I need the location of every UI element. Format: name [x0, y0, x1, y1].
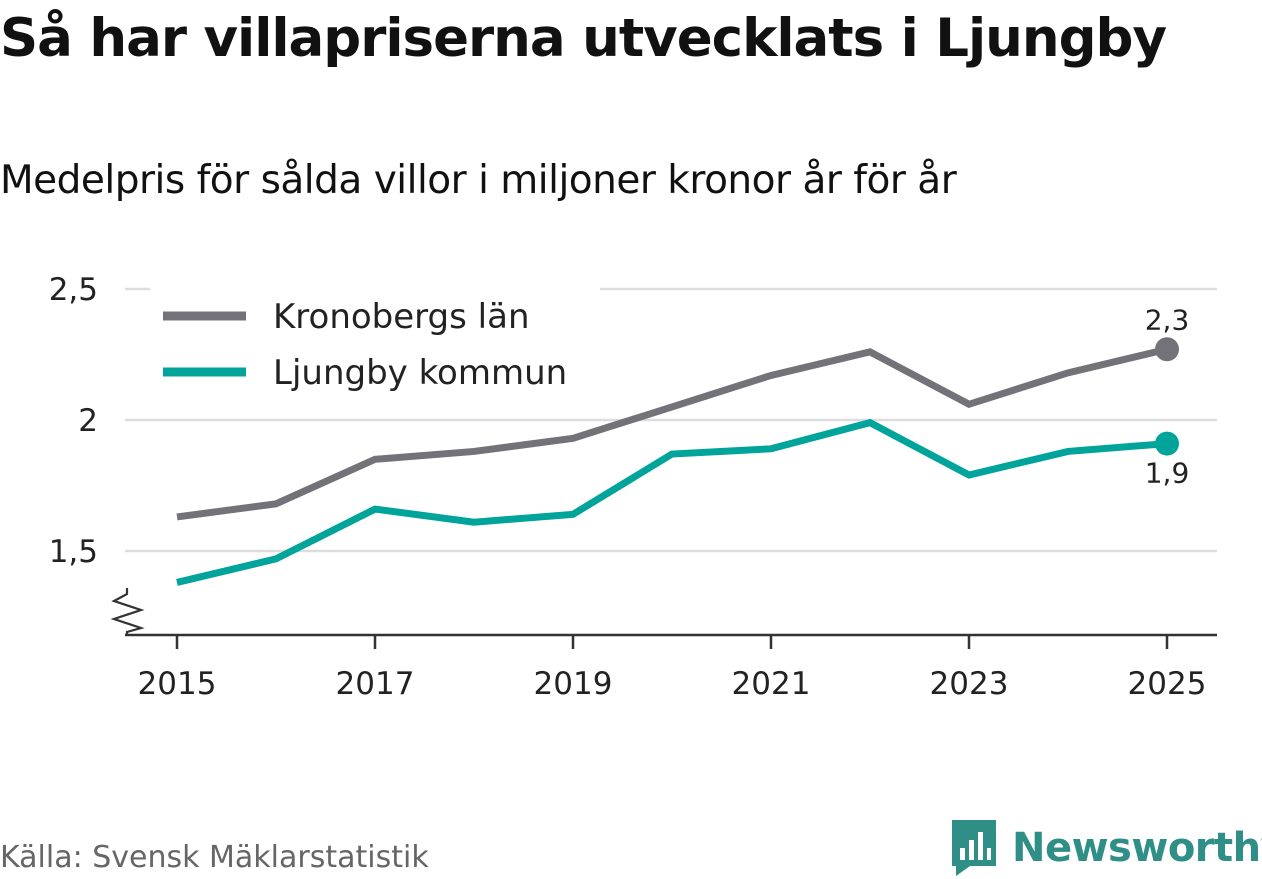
series-line-ljungby	[176, 418, 1168, 586]
newsworthy-logo-icon	[952, 820, 996, 876]
series-end-label-ljungby: 1,9	[1145, 457, 1190, 490]
brand-name: Newsworthy	[1012, 825, 1262, 871]
x-tick-label: 2023	[930, 666, 1009, 702]
series-line-kronoberg	[176, 345, 1168, 521]
chart-title: Så har villapriserna utvecklats i Ljungb…	[0, 8, 1167, 69]
legend-label-ljungby: Ljungby kommun	[273, 353, 567, 393]
y-tick-label: 2,5	[49, 272, 98, 308]
series-end-point-kronoberg	[1155, 337, 1179, 362]
x-tick-label: 2015	[138, 666, 217, 702]
axis-break-icon	[110, 588, 145, 636]
x-tick-label: 2025	[1128, 666, 1207, 702]
brand-logo: Newsworthy	[950, 818, 1262, 878]
x-tick-label: 2017	[336, 666, 415, 702]
series-end-label-kronoberg: 2,3	[1145, 303, 1190, 336]
x-tick-label: 2019	[534, 666, 613, 702]
source-note: Källa: Svensk Mäklarstatistik	[0, 840, 429, 875]
legend-label-kronoberg: Kronobergs län	[273, 297, 530, 337]
chart-subtitle: Medelpris för sålda villor i miljoner kr…	[0, 158, 957, 203]
series-end-point-ljungby	[1155, 431, 1179, 456]
x-tick-label: 2021	[732, 666, 811, 702]
y-tick-label: 2	[78, 403, 98, 439]
y-tick-label: 1,5	[49, 534, 98, 570]
